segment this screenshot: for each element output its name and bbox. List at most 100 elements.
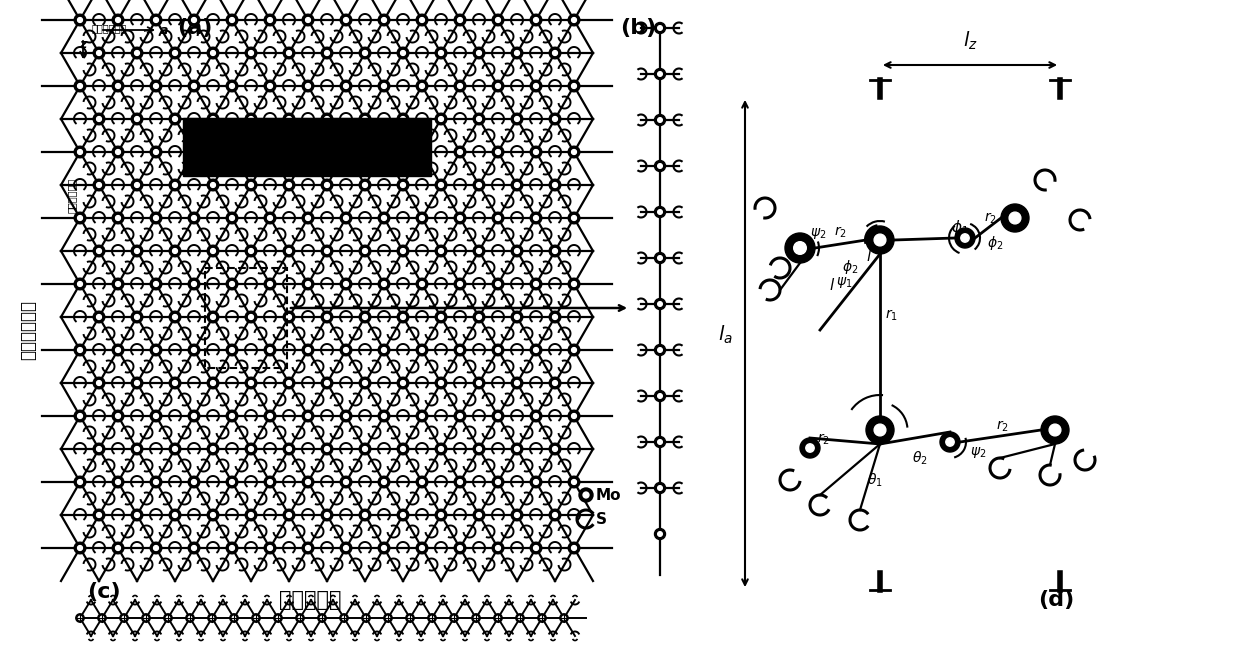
Circle shape	[657, 118, 662, 122]
Circle shape	[568, 476, 580, 488]
Text: $l_a$: $l_a$	[718, 324, 733, 346]
Circle shape	[496, 282, 501, 286]
Circle shape	[450, 614, 459, 622]
Circle shape	[360, 311, 371, 323]
Circle shape	[458, 18, 463, 22]
Circle shape	[492, 14, 503, 26]
Circle shape	[562, 616, 565, 620]
Circle shape	[511, 509, 523, 521]
Circle shape	[296, 614, 304, 622]
Circle shape	[97, 117, 102, 121]
Circle shape	[401, 248, 405, 253]
Circle shape	[303, 14, 314, 26]
Circle shape	[439, 513, 444, 517]
Circle shape	[325, 248, 330, 253]
Circle shape	[115, 348, 120, 352]
Circle shape	[1042, 416, 1069, 444]
Circle shape	[112, 410, 124, 422]
Circle shape	[401, 447, 405, 451]
Circle shape	[657, 348, 662, 352]
Circle shape	[458, 479, 463, 485]
Circle shape	[515, 248, 520, 253]
Circle shape	[169, 509, 181, 521]
Circle shape	[131, 47, 143, 59]
Circle shape	[874, 424, 885, 436]
Circle shape	[401, 117, 405, 121]
Circle shape	[93, 113, 105, 125]
Circle shape	[208, 614, 216, 622]
Circle shape	[475, 616, 477, 620]
Circle shape	[191, 413, 196, 419]
Circle shape	[531, 410, 542, 422]
Circle shape	[343, 149, 348, 155]
Circle shape	[226, 80, 238, 92]
Circle shape	[553, 513, 558, 517]
Circle shape	[378, 410, 389, 422]
Text: z: z	[79, 38, 87, 51]
Circle shape	[387, 616, 389, 620]
Circle shape	[232, 616, 236, 620]
Circle shape	[303, 344, 314, 356]
Circle shape	[378, 278, 389, 290]
Circle shape	[655, 345, 666, 356]
Circle shape	[511, 245, 523, 257]
Circle shape	[657, 71, 662, 77]
Circle shape	[655, 390, 666, 402]
Circle shape	[268, 215, 273, 221]
Circle shape	[135, 117, 139, 121]
Circle shape	[74, 212, 86, 224]
Circle shape	[340, 212, 352, 224]
Circle shape	[93, 509, 105, 521]
Circle shape	[492, 410, 503, 422]
Circle shape	[325, 513, 330, 517]
Circle shape	[342, 616, 346, 620]
Circle shape	[397, 245, 409, 257]
Circle shape	[474, 443, 485, 455]
Circle shape	[123, 616, 125, 620]
Circle shape	[93, 377, 105, 389]
Circle shape	[264, 410, 275, 422]
Circle shape	[150, 278, 161, 290]
Circle shape	[248, 117, 253, 121]
Circle shape	[135, 183, 139, 187]
Circle shape	[144, 616, 148, 620]
Circle shape	[305, 149, 310, 155]
Circle shape	[428, 614, 436, 622]
Circle shape	[320, 616, 324, 620]
Circle shape	[496, 149, 501, 155]
Circle shape	[248, 513, 253, 517]
Circle shape	[325, 447, 330, 451]
Circle shape	[568, 344, 580, 356]
Circle shape	[135, 513, 139, 517]
Circle shape	[169, 179, 181, 191]
Circle shape	[268, 413, 273, 419]
Circle shape	[946, 438, 955, 446]
Circle shape	[511, 377, 523, 389]
Circle shape	[229, 479, 234, 485]
Circle shape	[303, 476, 314, 488]
Circle shape	[515, 314, 520, 320]
Circle shape	[378, 14, 389, 26]
Circle shape	[131, 509, 143, 521]
Circle shape	[154, 18, 159, 22]
Circle shape	[93, 47, 105, 59]
Circle shape	[207, 113, 218, 125]
Circle shape	[226, 410, 238, 422]
Text: (b): (b)	[620, 18, 656, 38]
Circle shape	[655, 299, 666, 310]
Circle shape	[476, 117, 481, 121]
Text: $l_z$: $l_z$	[962, 29, 977, 52]
Circle shape	[417, 146, 428, 158]
Circle shape	[264, 14, 275, 26]
Circle shape	[283, 311, 295, 323]
Circle shape	[340, 410, 352, 422]
Text: $\phi_2$: $\phi_2$	[987, 234, 1003, 252]
Circle shape	[378, 212, 389, 224]
Circle shape	[286, 183, 291, 187]
Circle shape	[511, 443, 523, 455]
Circle shape	[382, 215, 387, 221]
Circle shape	[794, 242, 806, 254]
Circle shape	[430, 616, 434, 620]
Circle shape	[549, 113, 560, 125]
Circle shape	[325, 50, 330, 56]
